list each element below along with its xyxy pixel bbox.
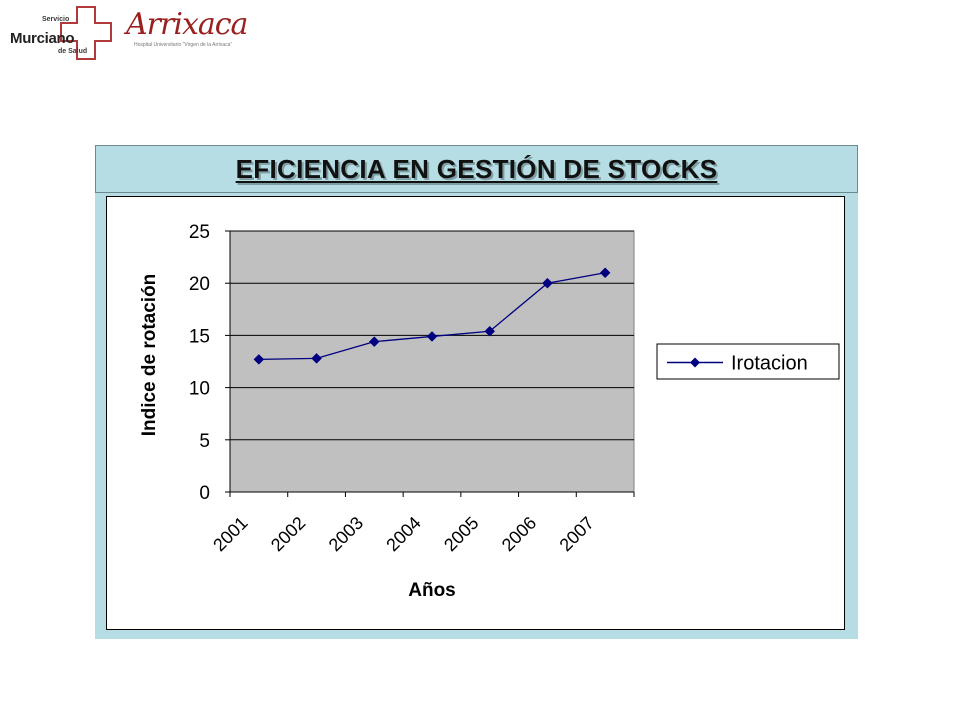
x-tick-label: 2004 [382,513,424,555]
x-tick-label: 2001 [209,513,251,555]
x-tick-label: 2005 [440,513,482,555]
data-point [542,277,553,289]
data-point [368,336,380,348]
y-axis-label: Indice de rotación [139,274,160,437]
x-tick-label: 2003 [325,513,367,555]
cross-icon [60,6,112,60]
sms-line1: Servicio [42,16,70,23]
sms-line3: de Salud [58,48,88,55]
y-tick-label: 15 [189,326,210,347]
legend-label: Irotacion [731,353,808,375]
y-tick-label: 5 [199,431,210,452]
data-point [484,325,496,337]
y-tick-label: 25 [189,222,210,243]
legend-box [656,343,840,380]
servicio-murciano-salud-logo: Servicio Murciano de Salud [8,4,112,60]
x-tick-label: 2006 [498,513,540,555]
data-point [253,354,265,365]
plot-area [229,230,635,493]
title-bar: EFICIENCIA EN GESTIÓN DE STOCKS [95,145,858,193]
sms-line2: Murciano [10,30,75,47]
data-point [311,353,322,364]
arrixaca-logo: Arrixaca [126,7,248,42]
y-tick-label: 20 [189,274,210,295]
data-point [599,267,611,279]
x-tick-label: 2007 [556,513,598,555]
slide-title: EFICIENCIA EN GESTIÓN DE STOCKS [235,153,718,184]
y-tick-label: 10 [189,379,210,400]
data-point [426,331,438,342]
y-tick-label: 0 [199,483,210,504]
x-tick-label: 2002 [267,513,309,555]
arrixaca-subtitle: Hospital Universitario "Virgen de la Arr… [134,42,233,48]
x-axis-label: Años [408,580,456,601]
legend-marker-swatch [690,357,700,368]
line-chart: 0 5 10 15 20 25 2001 2002 2003 2004 2005 2006 2007 Añ… [139,222,840,601]
header-logos: Servicio Murciano de Salud Arrixaca Hosp… [0,0,260,64]
